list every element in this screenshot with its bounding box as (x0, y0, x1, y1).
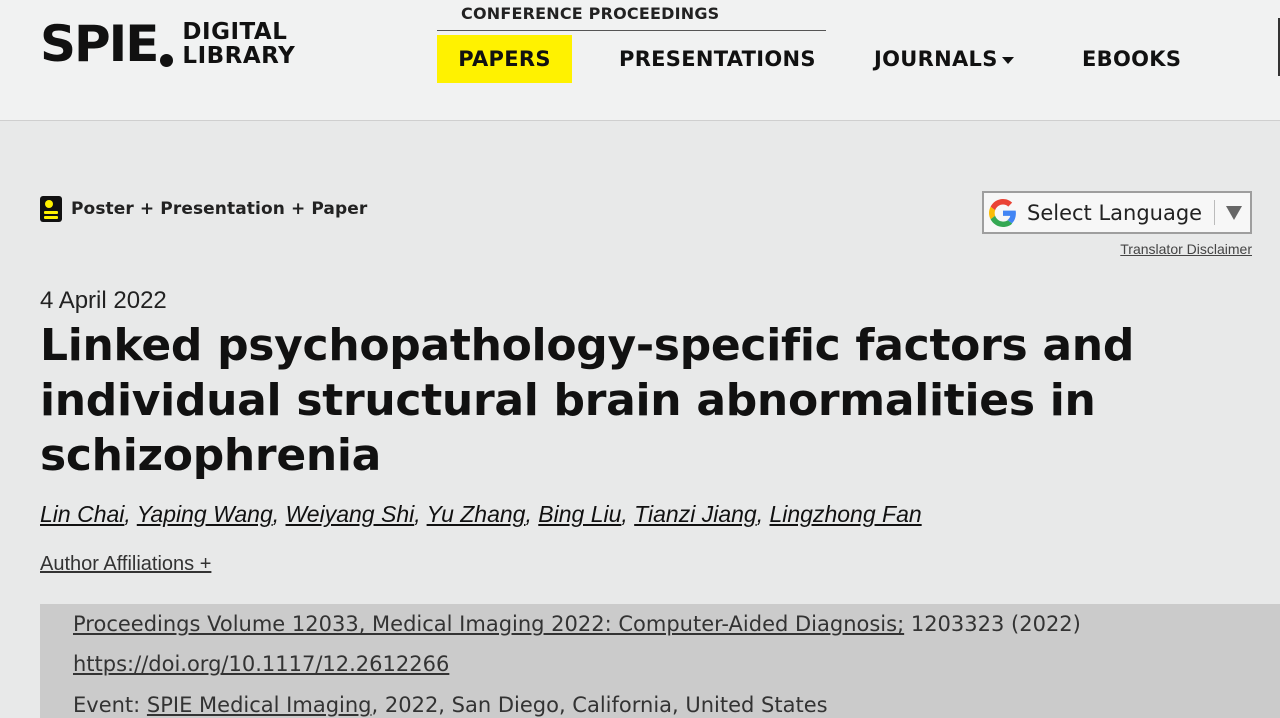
event-details: , 2022, San Diego, California, United St… (371, 693, 828, 717)
select-language-dropdown[interactable]: Select Language (982, 191, 1252, 234)
event-line: Event: SPIE Medical Imaging, 2022, San D… (73, 693, 828, 717)
publication-date: 4 April 2022 (40, 287, 167, 314)
nav-presentations-label: PRESENTATIONS (619, 47, 816, 71)
translator-disclaimer-link[interactable]: Translator Disclaimer (1120, 241, 1252, 257)
author-link[interactable]: Tianzi Jiang (634, 501, 757, 527)
nav-presentations[interactable]: PRESENTATIONS (619, 35, 816, 83)
logo-text: DIGITAL LIBRARY (182, 20, 295, 68)
author-link[interactable]: Lin Chai (40, 501, 125, 527)
doi-line: https://doi.org/10.1117/12.2612266 (73, 652, 449, 676)
dropdown-separator (1214, 200, 1215, 225)
proceedings-info-box: Proceedings Volume 12033, Medical Imagin… (40, 604, 1280, 718)
event-link[interactable]: SPIE Medical Imaging (146, 693, 372, 717)
poster-icon (40, 196, 62, 222)
spie-digital-library-logo[interactable]: SPIE DIGITAL LIBRARY (40, 18, 295, 70)
conference-proceedings-label: CONFERENCE PROCEEDINGS (461, 4, 720, 23)
paper-title: Linked psychopathology-specific factors … (40, 320, 1135, 481)
author-affiliations-toggle[interactable]: Author Affiliations + (40, 553, 212, 575)
logo-line-2: LIBRARY (182, 43, 296, 69)
author-link[interactable]: Yaping Wang (136, 501, 273, 527)
nav-papers[interactable]: PAPERS (437, 35, 572, 83)
nav-journals-label: JOURNALS (874, 47, 998, 71)
nav-ebooks[interactable]: EBOOKS (1082, 35, 1181, 83)
proceedings-volume-line: Proceedings Volume 12033, Medical Imagin… (73, 612, 1081, 636)
content-type-badge: Poster + Presentation + Paper (40, 196, 367, 222)
author-link[interactable]: Weiyang Shi (285, 501, 415, 527)
author-link[interactable]: Yu Zhang (426, 501, 526, 527)
nav-ebooks-label: EBOOKS (1082, 47, 1182, 71)
google-g-icon (989, 198, 1017, 227)
nav-papers-label: PAPERS (458, 47, 551, 71)
author-link[interactable]: Bing Liu (538, 501, 622, 527)
site-header: SPIE DIGITAL LIBRARY CONFERENCE PROCEEDI… (0, 0, 1280, 121)
proceedings-volume-number: 1203323 (2022) (904, 612, 1081, 636)
dropdown-arrow-icon (1226, 206, 1242, 220)
select-language-label: Select Language (1027, 200, 1203, 225)
header-edge-divider (1278, 18, 1280, 76)
caret-down-icon (1001, 56, 1014, 64)
author-link[interactable]: Lingzhong Fan (769, 501, 922, 527)
event-label: Event: (73, 693, 147, 717)
nav-journals[interactable]: JOURNALS (874, 35, 1014, 83)
logo-line-1: DIGITAL (182, 19, 288, 45)
doi-link[interactable]: https://doi.org/10.1117/12.2612266 (73, 652, 450, 676)
conference-rule (437, 30, 826, 31)
proceedings-volume-link[interactable]: Proceedings Volume 12033, Medical Imagin… (73, 612, 905, 636)
logo-dot (160, 53, 174, 67)
content-type-label: Poster + Presentation + Paper (71, 199, 368, 219)
author-list: Lin Chai, Yaping Wang, Weiyang Shi, Yu Z… (40, 501, 922, 527)
logo-brand: SPIE (40, 15, 159, 73)
